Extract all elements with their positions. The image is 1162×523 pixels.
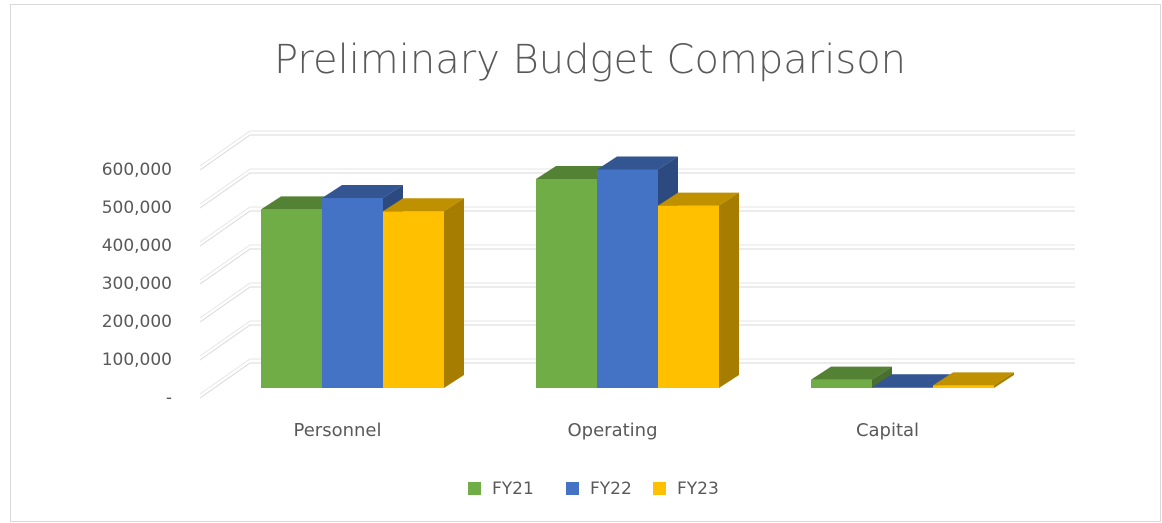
grid-line bbox=[199, 362, 1075, 399]
bar bbox=[597, 169, 658, 388]
x-tick-label: Operating bbox=[568, 420, 658, 441]
bar-top bbox=[383, 198, 464, 212]
y-tick-label: 600,000 bbox=[102, 160, 172, 180]
bar bbox=[933, 385, 994, 388]
bar bbox=[261, 209, 322, 388]
grid-line bbox=[199, 206, 1075, 243]
legend-label: FY22 bbox=[590, 479, 632, 499]
grid-line bbox=[199, 320, 1075, 357]
grid-line bbox=[199, 130, 1075, 167]
grid-line bbox=[199, 358, 1075, 395]
bar bbox=[658, 205, 719, 388]
y-tick-label: 500,000 bbox=[102, 198, 172, 218]
bar-top bbox=[658, 192, 739, 206]
y-tick-label: - bbox=[166, 388, 172, 408]
grid-line bbox=[199, 244, 1075, 281]
grid-line bbox=[199, 286, 1075, 323]
chart-title: Preliminary Budget Comparison bbox=[274, 37, 906, 83]
bar-top bbox=[872, 374, 953, 388]
legend-swatch bbox=[653, 482, 666, 495]
bar bbox=[872, 387, 933, 388]
bar-side bbox=[444, 198, 464, 388]
grid-line bbox=[199, 172, 1075, 209]
bar-side bbox=[994, 372, 1014, 388]
grid-line bbox=[199, 282, 1075, 319]
grid-line bbox=[199, 134, 1075, 171]
y-tick-label: 200,000 bbox=[102, 312, 172, 332]
y-tick-label: 100,000 bbox=[102, 350, 172, 370]
bar-side bbox=[872, 366, 892, 388]
bar bbox=[322, 198, 383, 388]
legend-label: FY23 bbox=[677, 479, 719, 499]
bar-top bbox=[597, 156, 678, 170]
legend-swatch bbox=[566, 482, 579, 495]
grid-line bbox=[199, 210, 1075, 247]
legend-swatch bbox=[468, 482, 481, 495]
bar-top bbox=[536, 166, 617, 179]
x-tick-label: Personnel bbox=[294, 420, 382, 441]
grid-line bbox=[199, 248, 1075, 285]
bar-top bbox=[811, 366, 892, 380]
bar-top bbox=[933, 372, 1014, 386]
bar bbox=[383, 211, 444, 388]
grid-line bbox=[199, 324, 1075, 361]
bar-side bbox=[719, 192, 739, 388]
legend-label: FY21 bbox=[492, 479, 534, 499]
bar-top bbox=[261, 196, 342, 210]
x-tick-label: Capital bbox=[856, 420, 919, 441]
y-tick-label: 300,000 bbox=[102, 274, 172, 294]
bar-top bbox=[322, 185, 403, 198]
y-tick-label: 400,000 bbox=[102, 236, 172, 256]
bar bbox=[811, 379, 872, 388]
bar bbox=[536, 179, 597, 388]
grid-line bbox=[199, 168, 1075, 205]
